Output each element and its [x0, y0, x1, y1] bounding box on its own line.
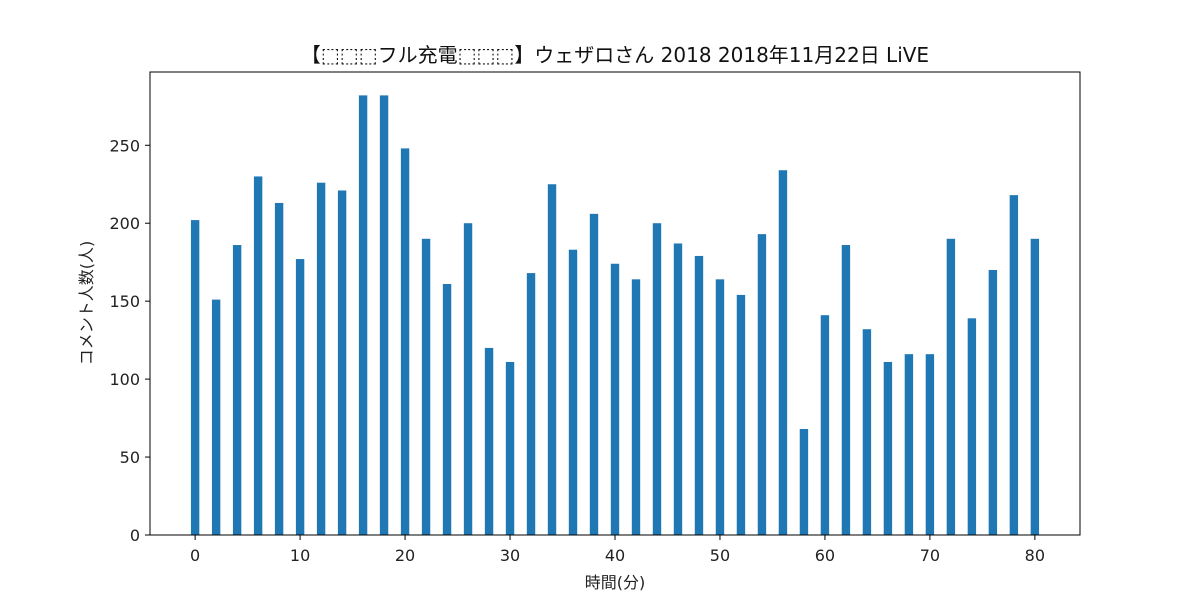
bar-20 — [400, 148, 410, 535]
bars-group — [190, 95, 1040, 536]
x-tick-label: 70 — [920, 546, 940, 565]
bar-22 — [421, 238, 431, 535]
bar-26 — [463, 223, 473, 535]
y-tick-label: 100 — [109, 370, 140, 389]
x-tick-label: 60 — [815, 546, 835, 565]
bar-50 — [715, 279, 725, 535]
bar-24 — [442, 284, 452, 535]
bar-10 — [295, 259, 305, 535]
bar-28 — [484, 347, 494, 535]
bar-74 — [967, 318, 977, 535]
x-tick-label: 10 — [290, 546, 310, 565]
bar-40 — [610, 263, 620, 535]
y-tick-label: 200 — [109, 214, 140, 233]
bar-8 — [274, 202, 284, 535]
x-tick-label: 80 — [1025, 546, 1045, 565]
x-tick-label: 20 — [395, 546, 415, 565]
y-tick-label: 250 — [109, 136, 140, 155]
bar-2 — [211, 299, 221, 535]
bar-60 — [820, 315, 830, 535]
chart-title: 【⬚⬚⬚フル充電⬚⬚⬚】ウェザロさん 2018 2018年11月22日 LiVE — [301, 43, 929, 67]
y-axis: 0 50 100 150 200 250 — [109, 136, 150, 545]
bar-58 — [799, 428, 809, 535]
y-axis-label: コメント人数(人) — [77, 241, 96, 366]
bar-16 — [358, 95, 368, 535]
bar-62 — [841, 245, 851, 535]
bar-12 — [316, 182, 326, 535]
bar-68 — [904, 354, 914, 535]
x-axis: 0 10 20 30 40 50 60 70 80 — [190, 535, 1045, 565]
y-tick-label: 50 — [120, 448, 140, 467]
bar-42 — [631, 279, 641, 535]
bar-44 — [652, 223, 662, 535]
bar-64 — [862, 329, 872, 535]
x-tick-label: 0 — [190, 546, 200, 565]
x-tick-label: 40 — [605, 546, 625, 565]
bar-52 — [736, 294, 746, 535]
bar-78 — [1009, 195, 1019, 535]
bar-46 — [673, 243, 683, 535]
bar-70 — [925, 354, 935, 535]
bar-48 — [694, 255, 704, 535]
y-tick-label: 0 — [130, 526, 140, 545]
bar-72 — [946, 238, 956, 535]
bar-6 — [253, 176, 263, 535]
x-tick-label: 50 — [710, 546, 730, 565]
bar-38 — [589, 213, 599, 536]
bar-66 — [883, 361, 893, 535]
x-axis-label: 時間(分) — [585, 573, 646, 592]
bar-18 — [379, 95, 389, 535]
bar-0 — [190, 220, 200, 535]
bar-56 — [778, 170, 788, 535]
x-tick-label: 30 — [500, 546, 520, 565]
bar-76 — [988, 269, 998, 535]
bar-4 — [232, 245, 242, 535]
bar-36 — [568, 249, 578, 536]
y-tick-label: 150 — [109, 292, 140, 311]
bar-80 — [1030, 238, 1040, 535]
bar-32 — [526, 273, 536, 535]
bar-54 — [757, 234, 767, 536]
bar-30 — [505, 361, 515, 535]
bar-34 — [547, 184, 557, 535]
bar-14 — [337, 190, 347, 535]
